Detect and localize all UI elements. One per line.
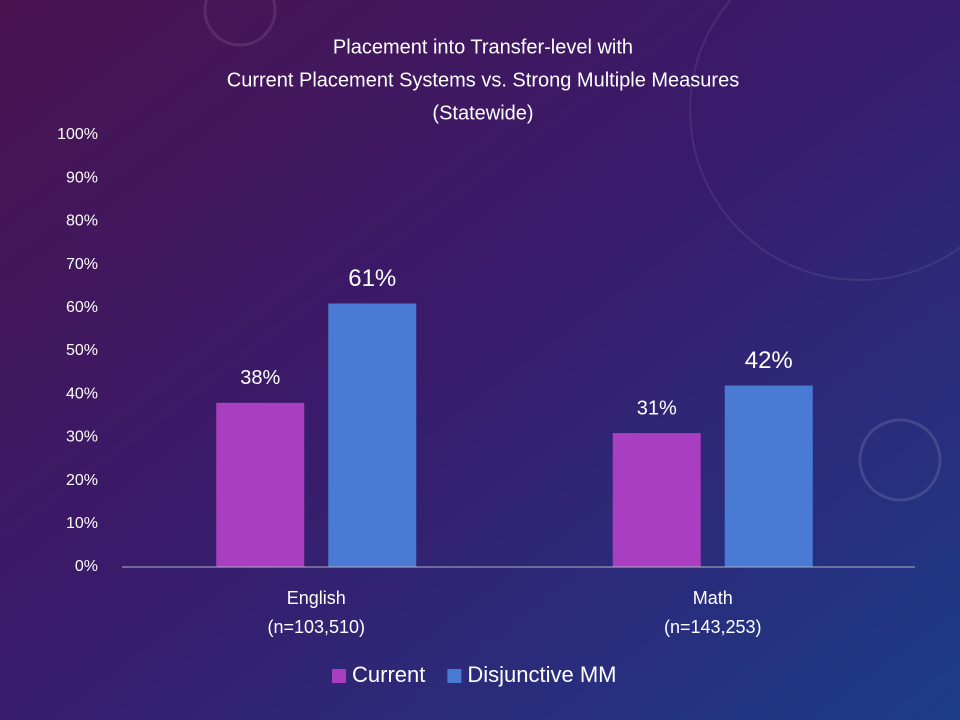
data-label: 38% [240, 367, 280, 389]
decoration [203, 0, 277, 47]
chart-title: Current Placement Systems vs. Strong Mul… [227, 69, 739, 91]
y-tick-label: 90% [66, 169, 98, 186]
data-label: 42% [745, 347, 793, 374]
y-tick-label: 10% [66, 515, 98, 532]
bar [612, 433, 701, 567]
data-label: 31% [637, 397, 677, 419]
y-tick-label: 70% [66, 256, 98, 273]
y-tick-label: 60% [66, 299, 98, 316]
y-tick-label: 0% [75, 558, 98, 575]
data-label: 61% [348, 265, 396, 292]
y-tick-label: 20% [66, 472, 98, 489]
y-tick-label: 40% [66, 385, 98, 402]
decoration [689, 0, 960, 281]
legend-label: Disjunctive MM [467, 662, 616, 687]
chart-title: (Statewide) [432, 102, 533, 124]
x-tick-label: English [287, 588, 346, 608]
y-tick-label: 50% [66, 342, 98, 359]
bar [328, 303, 417, 567]
x-tick-label: Math [693, 588, 733, 608]
y-tick-label: 80% [66, 213, 98, 230]
y-tick-label: 30% [66, 429, 98, 446]
x-tick-label: (n=103,510) [267, 617, 365, 637]
legend-swatch [332, 669, 346, 683]
decoration [858, 418, 942, 502]
legend-swatch [447, 669, 462, 683]
x-tick-label: (n=143,253) [664, 617, 762, 637]
bar [216, 402, 305, 567]
bar [724, 385, 813, 567]
legend-label: Current [352, 662, 425, 687]
y-tick-label: 100% [57, 126, 98, 143]
chart-title: Placement into Transfer-level with [333, 36, 633, 58]
